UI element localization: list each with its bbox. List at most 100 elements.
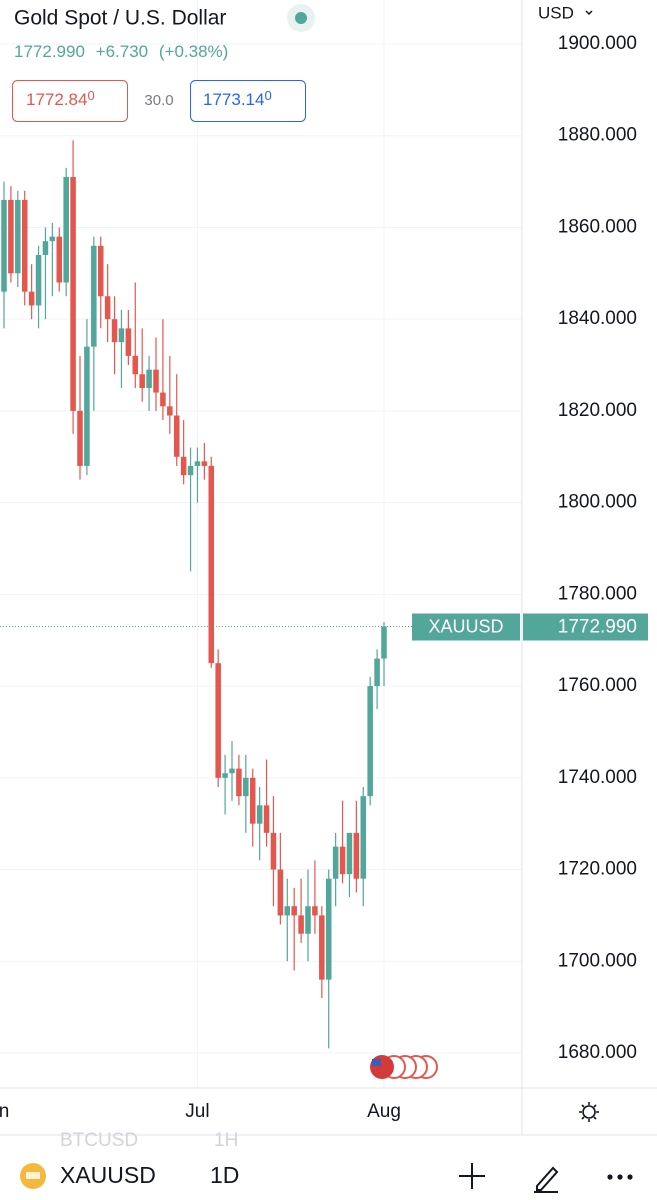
spread: 30.0 <box>144 92 173 109</box>
candle-body <box>381 626 387 659</box>
candle-body <box>236 768 242 797</box>
add-button[interactable] <box>459 1163 485 1189</box>
candle-body <box>215 663 221 778</box>
y-tick-label: 1760.000 <box>558 675 637 696</box>
candle-body <box>374 658 380 687</box>
candle-body <box>325 878 332 980</box>
gold-bar <box>26 1172 40 1179</box>
chart-title: Gold Spot / U.S. Dollar <box>14 7 226 30</box>
candle-body <box>146 369 152 388</box>
candle-body <box>97 245 104 297</box>
candle-body <box>291 906 297 916</box>
candle-body <box>70 177 76 411</box>
y-tick-label: 1880.000 <box>558 125 637 146</box>
candle-body <box>277 869 284 916</box>
candle-body <box>298 915 304 934</box>
bid-price: 1772.84 <box>26 90 87 109</box>
buy-button[interactable] <box>190 80 306 122</box>
candle-body <box>42 241 49 255</box>
y-tick-label: 1680.000 <box>558 1042 637 1063</box>
y-tick-label: 1800.000 <box>558 492 637 513</box>
ask-fraction: 0 <box>264 88 271 103</box>
candle-body <box>367 686 373 797</box>
dot <box>627 1174 633 1180</box>
faded-symbol: BTCUSD <box>60 1130 138 1151</box>
toolbar-interval[interactable]: 1D <box>210 1162 239 1188</box>
candle-body <box>118 328 125 343</box>
candle-body <box>56 236 63 283</box>
candle-body <box>319 915 325 980</box>
draw-button[interactable] <box>534 1166 559 1193</box>
currency[interactable]: USD <box>538 3 574 22</box>
y-tick-label: 1900.000 <box>558 33 637 54</box>
candle-body <box>132 355 139 375</box>
candle-body <box>229 768 235 774</box>
y-tick-label: 1780.000 <box>558 583 637 604</box>
change: +6.730 <box>96 42 148 61</box>
candle-body <box>243 777 249 797</box>
candle-body <box>125 328 132 356</box>
dot <box>607 1174 613 1180</box>
ask-price: 1773.14 <box>203 90 264 109</box>
settings-icon[interactable] <box>579 1102 599 1122</box>
candle-body <box>201 461 208 466</box>
candle-body <box>153 369 159 393</box>
candle-body <box>263 805 270 833</box>
candle-body <box>49 236 56 242</box>
candle-body <box>270 832 277 870</box>
gear-teeth <box>579 1102 599 1122</box>
bid: 1772.840 <box>26 88 95 109</box>
candle-body <box>187 465 194 476</box>
candle-body <box>360 796 367 879</box>
y-tick-label: 1720.000 <box>558 859 637 880</box>
candle-body <box>284 906 291 916</box>
more-button[interactable] <box>607 1174 633 1180</box>
candle-body <box>222 773 228 778</box>
candle-body <box>256 805 263 824</box>
bid-fraction: 0 <box>87 88 94 103</box>
candle-body <box>8 199 14 274</box>
price-tag <box>523 613 648 641</box>
x-tick-label: Jul <box>185 1101 209 1122</box>
market-status <box>295 12 307 24</box>
candle-body <box>21 199 28 292</box>
x-tick-label: Jun <box>0 1101 9 1122</box>
dot <box>617 1174 623 1180</box>
currency-chevron <box>585 10 593 16</box>
symbol-tag <box>412 613 520 641</box>
event-icons[interactable] <box>370 1055 438 1079</box>
candle-body <box>84 346 90 466</box>
candle-body <box>167 406 173 416</box>
sell-button[interactable] <box>12 80 128 122</box>
candle-body <box>15 199 21 274</box>
candle-body <box>28 291 35 306</box>
candle-body <box>173 415 180 457</box>
y-tick-label: 1820.000 <box>558 400 637 421</box>
candle-body <box>339 846 346 875</box>
y-tick-label: 1860.000 <box>558 216 637 237</box>
faded-interval: 1H <box>214 1130 238 1151</box>
ask: 1773.140 <box>203 88 272 109</box>
candle-body <box>332 846 339 879</box>
candle-body <box>63 177 69 283</box>
candle-body <box>160 392 166 407</box>
candle-body <box>305 906 311 934</box>
candle-body <box>35 254 42 306</box>
candle-body <box>139 374 145 388</box>
candle-body <box>104 296 111 320</box>
y-tick-label: 1740.000 <box>558 767 637 788</box>
candle-body <box>111 319 118 343</box>
header-price: 1772.990 +6.730 (+0.38%) <box>14 42 228 61</box>
candle-body <box>249 777 256 824</box>
price-tag-label: 1772.990 <box>558 617 637 638</box>
candle-body <box>77 410 83 466</box>
candle-layer <box>0 140 522 1049</box>
candle-body <box>346 832 353 875</box>
toolbar-symbol[interactable]: XAUUSD <box>60 1162 156 1188</box>
y-tick-label: 1700.000 <box>558 950 637 971</box>
candle-body <box>91 245 97 347</box>
us-flag <box>370 1055 394 1079</box>
candle-body <box>353 832 360 879</box>
candle-body <box>194 461 201 466</box>
